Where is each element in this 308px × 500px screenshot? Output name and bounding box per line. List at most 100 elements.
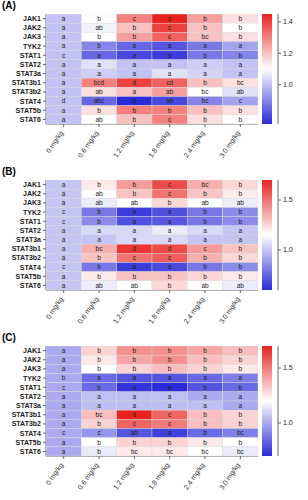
svg-text:b: b — [239, 15, 243, 22]
svg-text:d: d — [62, 97, 66, 104]
svg-text:a: a — [168, 393, 172, 400]
svg-text:0 mg/kg: 0 mg/kg — [44, 295, 65, 320]
svg-text:bc: bc — [96, 411, 104, 418]
svg-text:b: b — [97, 384, 101, 391]
svg-text:1.0: 1.0 — [283, 246, 293, 253]
svg-text:a: a — [203, 61, 207, 68]
svg-text:1.5: 1.5 — [283, 364, 293, 371]
svg-text:b: b — [239, 116, 243, 123]
svg-text:0 mg/kg: 0 mg/kg — [44, 461, 65, 486]
svg-text:a: a — [62, 116, 66, 123]
svg-text:a: a — [133, 227, 137, 234]
svg-text:a: a — [62, 448, 66, 455]
svg-text:JAK1: JAK1 — [23, 181, 41, 188]
svg-text:b: b — [133, 356, 137, 363]
svg-text:a: a — [133, 52, 137, 59]
svg-text:STAT4: STAT4 — [20, 430, 41, 437]
svg-text:abc: abc — [94, 97, 105, 104]
svg-text:STAT3b1: STAT3b1 — [12, 245, 41, 252]
svg-text:a: a — [62, 393, 66, 400]
svg-text:a: a — [203, 42, 207, 49]
svg-text:a: a — [133, 384, 137, 391]
svg-text:c: c — [168, 420, 172, 427]
svg-text:c: c — [168, 116, 172, 123]
svg-text:a: a — [133, 218, 137, 225]
svg-text:ab: ab — [166, 97, 174, 104]
svg-text:1.2: 1.2 — [283, 50, 293, 57]
svg-text:a: a — [62, 61, 66, 68]
svg-text:a: a — [133, 393, 137, 400]
svg-text:c: c — [62, 384, 66, 391]
svg-text:1.8 mg/kg: 1.8 mg/kg — [147, 461, 171, 491]
svg-text:a: a — [168, 218, 172, 225]
svg-text:b: b — [97, 107, 101, 114]
svg-text:STAT3b1: STAT3b1 — [12, 79, 41, 86]
svg-text:ab: ab — [201, 282, 209, 289]
svg-text:a: a — [133, 97, 137, 104]
svg-text:a: a — [203, 402, 207, 409]
svg-text:a: a — [62, 356, 66, 363]
svg-text:STAT2: STAT2 — [20, 393, 41, 400]
svg-text:a: a — [62, 254, 66, 261]
svg-text:ab: ab — [95, 24, 103, 31]
svg-text:b: b — [239, 190, 243, 197]
svg-text:JAK3: JAK3 — [23, 365, 41, 372]
svg-text:b: b — [203, 384, 207, 391]
svg-text:STAT2: STAT2 — [20, 61, 41, 68]
svg-text:ab: ab — [95, 116, 103, 123]
svg-text:1.5: 1.5 — [283, 196, 293, 203]
svg-text:b: b — [239, 365, 243, 372]
svg-text:bc: bc — [131, 448, 139, 455]
svg-text:b: b — [97, 347, 101, 354]
svg-text:STAT5b: STAT5b — [16, 107, 41, 114]
svg-text:a: a — [62, 199, 66, 206]
svg-text:b: b — [168, 439, 172, 446]
svg-text:a: a — [168, 208, 172, 215]
svg-text:STAT4: STAT4 — [20, 264, 41, 271]
svg-text:ab: ab — [131, 282, 139, 289]
svg-text:c: c — [168, 254, 172, 261]
svg-text:b: b — [133, 273, 137, 280]
svg-text:a: a — [62, 365, 66, 372]
svg-text:b: b — [203, 411, 207, 418]
svg-text:a: a — [133, 263, 137, 270]
svg-text:b: b — [133, 107, 137, 114]
svg-text:b: b — [168, 365, 172, 372]
svg-text:c: c — [168, 181, 172, 188]
svg-text:a: a — [97, 61, 101, 68]
svg-text:STAT1: STAT1 — [20, 218, 41, 225]
svg-text:a: a — [97, 236, 101, 243]
svg-text:bc: bc — [166, 448, 174, 455]
svg-text:a: a — [62, 402, 66, 409]
svg-text:b: b — [133, 439, 137, 446]
svg-text:b: b — [168, 199, 172, 206]
svg-text:JAK2: JAK2 — [23, 356, 41, 363]
svg-text:a: a — [62, 411, 66, 418]
svg-text:a: a — [168, 263, 172, 270]
svg-text:b: b — [133, 116, 137, 123]
svg-text:a: a — [133, 42, 137, 49]
svg-text:c: c — [168, 33, 172, 40]
svg-text:b: b — [203, 24, 207, 31]
svg-text:c: c — [168, 411, 172, 418]
svg-text:2.4 mg/kg: 2.4 mg/kg — [182, 461, 206, 491]
svg-text:b: b — [203, 429, 207, 436]
svg-text:1.8 mg/kg: 1.8 mg/kg — [147, 129, 171, 159]
svg-text:a: a — [62, 273, 66, 280]
svg-text:a: a — [133, 61, 137, 68]
svg-text:b: b — [97, 365, 101, 372]
svg-text:STAT6: STAT6 — [20, 116, 41, 123]
svg-text:b: b — [97, 254, 101, 261]
svg-text:b: b — [203, 79, 207, 86]
svg-text:ab: ab — [95, 199, 103, 206]
svg-text:a: a — [168, 374, 172, 381]
svg-text:a: a — [97, 70, 101, 77]
svg-text:bc: bc — [202, 97, 210, 104]
svg-text:1.4: 1.4 — [283, 18, 293, 25]
svg-text:b: b — [239, 107, 243, 114]
svg-text:JAK1: JAK1 — [23, 15, 41, 22]
svg-text:bc: bc — [237, 448, 245, 455]
svg-text:a: a — [239, 236, 243, 243]
svg-text:a: a — [168, 227, 172, 234]
svg-text:b: b — [203, 263, 207, 270]
